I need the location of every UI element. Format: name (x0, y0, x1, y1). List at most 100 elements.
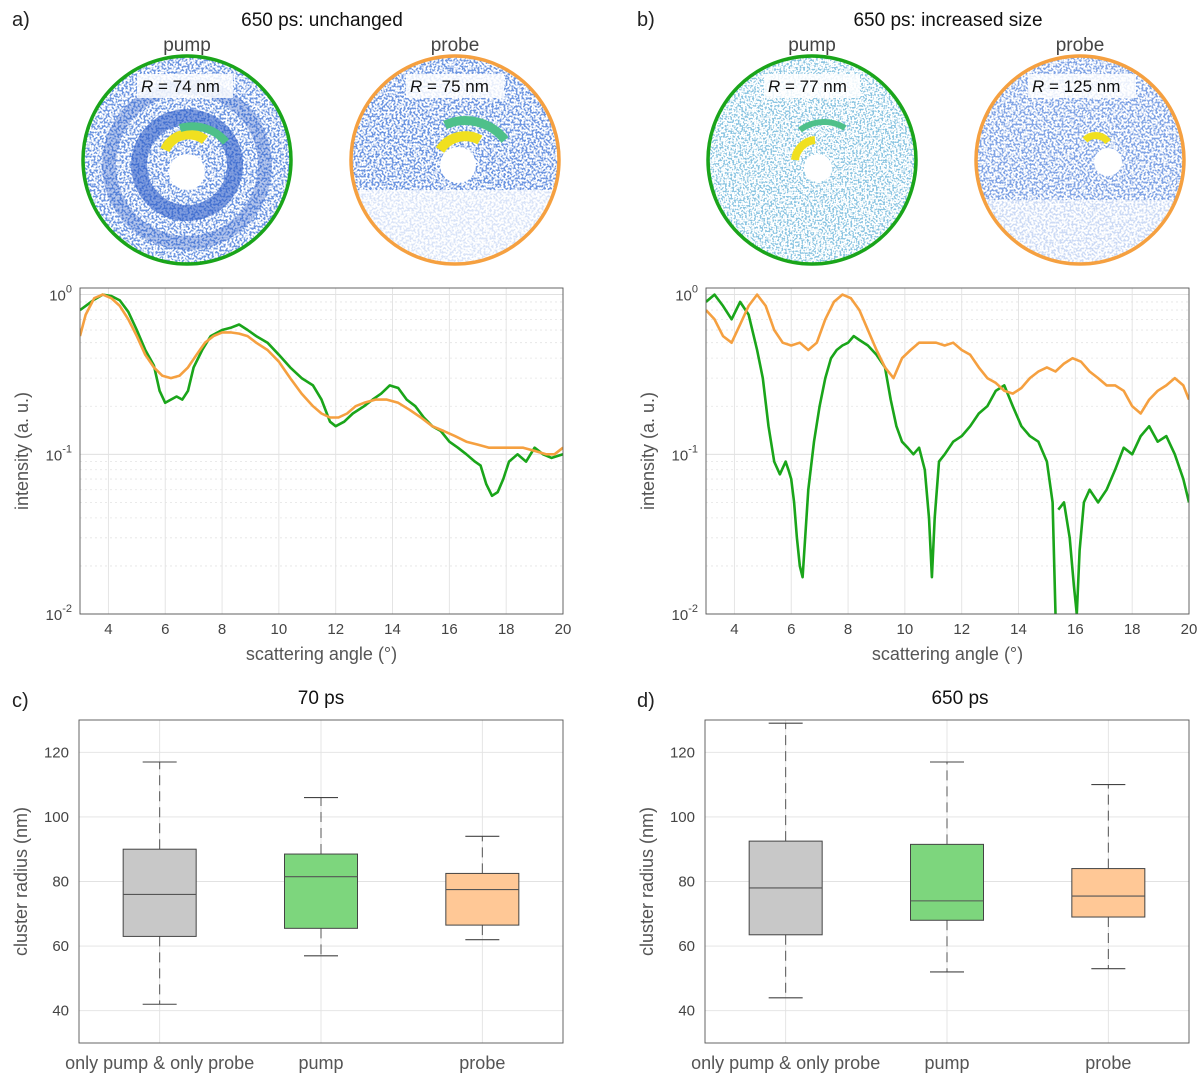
plot-area-a (80, 288, 563, 614)
diffraction-image-b-pump: R = 77 nm (706, 54, 918, 266)
series-line-pump-seg0 (706, 293, 1057, 614)
category-label: only pump & only probe (65, 1053, 254, 1073)
radius-value-b-probe: = 125 nm (1044, 77, 1120, 96)
x-axis-label: scattering angle (°) (246, 644, 397, 664)
y-tick-label: 120 (44, 744, 69, 761)
y-tick-label: 10-2 (672, 603, 698, 624)
svg-text:R = 75 nm: R = 75 nm (410, 77, 489, 96)
box-iqr (284, 853, 358, 929)
x-tick-label: 4 (730, 621, 738, 638)
radius-var-a-pump: R (141, 77, 153, 96)
category-label: pump (298, 1053, 343, 1073)
x-tick-label: 6 (161, 621, 169, 638)
y-tick-label: 100 (44, 809, 69, 826)
category-label: only pump & only probe (691, 1053, 880, 1073)
series-line-pump-seg1 (1057, 424, 1189, 614)
radius-var-b-probe: R (1032, 77, 1044, 96)
y-tick-label: 40 (52, 1003, 69, 1020)
y-tick-label: 60 (678, 938, 695, 955)
box-1 (284, 796, 358, 957)
y-tick-label: 100 (675, 284, 698, 305)
series-line-probe (80, 293, 563, 456)
panel-d-title: 650 ps (931, 688, 988, 709)
panel-b-title: 650 ps: increased size (853, 10, 1042, 31)
box-2 (445, 835, 520, 941)
x-tick-label: 18 (498, 621, 515, 638)
x-axis-label: scattering angle (°) (872, 644, 1023, 664)
y-tick-label: 10-1 (672, 443, 698, 464)
category-label: pump (924, 1053, 969, 1073)
x-tick-label: 10 (897, 621, 914, 638)
x-tick-label: 8 (844, 621, 852, 638)
x-tick-label: 10 (271, 621, 288, 638)
panel-b-probe-label: probe (1056, 35, 1105, 56)
panel-a-pump-label: pump (163, 35, 211, 56)
y-tick-label: 40 (678, 1003, 695, 1020)
plot-frame (704, 719, 1190, 1044)
svg-text:R = 125 nm: R = 125 nm (1032, 77, 1120, 96)
x-tick-label: 14 (1010, 621, 1027, 638)
panel-b-letter: b) (637, 9, 655, 31)
x-tick-label: 16 (1067, 621, 1084, 638)
x-tick-label: 12 (953, 621, 970, 638)
svg-text:R = 77 nm: R = 77 nm (768, 77, 847, 96)
radius-var-a-probe: R (410, 77, 422, 96)
box-iqr (445, 872, 520, 926)
y-tick-label: 10-1 (46, 443, 72, 464)
x-tick-label: 14 (384, 621, 401, 638)
category-label: probe (459, 1053, 505, 1073)
panel-b-pump-label: pump (788, 35, 836, 56)
svg-text:R = 74 nm: R = 74 nm (141, 77, 220, 96)
y-tick-label: 100 (670, 809, 695, 826)
y-tick-label: 60 (52, 938, 69, 955)
panel-d-letter: d) (637, 690, 655, 712)
box-0 (748, 722, 823, 999)
x-tick-label: 6 (787, 621, 795, 638)
intensity-chart-b: 100 10-1 10-2 4 6 8 10 12 14 16 18 20 scattering ang… (638, 284, 1197, 664)
y-axis-label: cluster radius (nm) (11, 807, 31, 956)
x-tick-label: 16 (441, 621, 458, 638)
radius-value-a-probe: = 75 nm (422, 77, 489, 96)
radius-value-b-pump: = 77 nm (780, 77, 847, 96)
panel-a-probe-label: probe (431, 35, 480, 56)
panel-c-letter: c) (12, 690, 29, 712)
boxplot-chart-c: 40 60 80 100 120 only pump & only probe pump pr… (11, 719, 564, 1073)
series-line-pump (80, 293, 563, 498)
panel-a-letter: a) (12, 9, 30, 31)
boxplot-chart-d: 40 60 80 100 120 only pump & only probe pump pr… (637, 719, 1190, 1073)
box-0 (122, 761, 197, 1005)
panel-a-title: 650 ps: unchanged (241, 10, 403, 31)
y-tick-label: 120 (670, 744, 695, 761)
diffraction-image-a-pump: R = 74 nm (81, 54, 293, 266)
y-tick-label: 80 (678, 874, 695, 891)
y-axis-label: intensity (a. u.) (12, 392, 32, 510)
intensity-chart-a: 100 10-1 10-2 4 6 8 10 12 14 16 18 20 scattering ang… (12, 284, 571, 664)
box-iqr (122, 848, 197, 937)
box-1 (910, 761, 984, 973)
y-tick-label: 100 (49, 284, 72, 305)
category-label: probe (1085, 1053, 1131, 1073)
x-tick-label: 20 (555, 621, 572, 638)
x-tick-label: 18 (1124, 621, 1141, 638)
diffraction-image-a-probe: R = 75 nm (349, 54, 561, 266)
y-axis-label: cluster radius (nm) (637, 807, 657, 956)
box-2 (1071, 784, 1146, 970)
y-tick-label: 80 (52, 874, 69, 891)
panel-c-title: 70 ps (298, 688, 344, 709)
x-tick-label: 4 (104, 621, 112, 638)
x-tick-label: 20 (1181, 621, 1198, 638)
radius-value-a-pump: = 74 nm (153, 77, 220, 96)
plot-frame (79, 287, 564, 615)
x-tick-label: 8 (218, 621, 226, 638)
box-iqr (1071, 868, 1146, 918)
radius-var-b-pump: R (768, 77, 780, 96)
plot-frame (705, 287, 1190, 615)
series-line-probe (706, 293, 1189, 415)
plot-frame (78, 719, 564, 1044)
diffraction-image-b-probe: R = 125 nm (974, 54, 1186, 266)
x-tick-label: 12 (327, 621, 344, 638)
y-axis-label: intensity (a. u.) (638, 392, 658, 510)
box-iqr (910, 843, 984, 921)
y-tick-label: 10-2 (46, 603, 72, 624)
